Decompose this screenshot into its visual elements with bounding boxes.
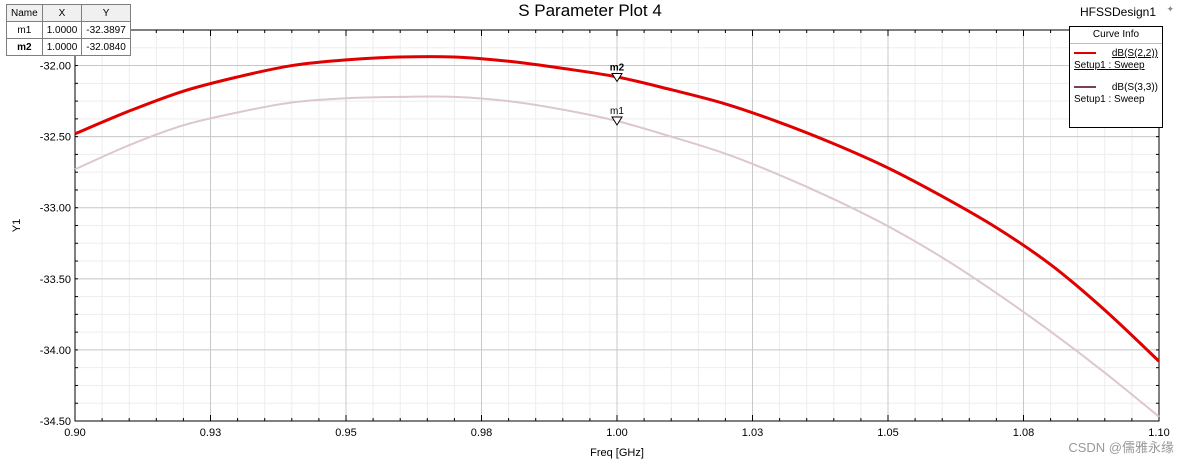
y-tick-label: -34.00 <box>40 345 71 357</box>
x-axis-label: Freq [GHz] <box>590 447 644 459</box>
legend-entry-setup: Setup1 : Sweep <box>1074 94 1145 105</box>
marker-table[interactable]: Name X Y m1 1.0000 -32.3897 m2 1.0000 -3… <box>6 4 131 56</box>
marker-x: 1.0000 <box>41 21 83 39</box>
marker-y: -32.0840 <box>81 38 131 56</box>
plot-frame <box>74 29 1160 422</box>
marker-m2[interactable] <box>611 72 623 83</box>
legend-swatch-s22 <box>1074 52 1096 54</box>
y-tick-label: -33.50 <box>40 274 71 286</box>
y-tick-label: -34.50 <box>40 416 71 428</box>
x-tick-label: 0.93 <box>200 427 221 439</box>
col-header-y: Y <box>81 4 131 22</box>
marker-y: -32.3897 <box>81 21 131 39</box>
x-tick-label: 1.10 <box>1148 427 1169 439</box>
marker-label-m2: m2 <box>610 62 625 73</box>
marker-m1[interactable] <box>611 116 623 126</box>
series-line-s33[interactable] <box>74 95 1160 418</box>
legend-entry-name: dB(S(3,3)) <box>1111 82 1158 93</box>
marker-x: 1.0000 <box>41 38 83 56</box>
x-tick-labels: 0.90 0.93 0.95 0.98 1.00 1.03 1.05 1.08 1.10 <box>64 427 1169 439</box>
x-tick-label: 0.98 <box>471 427 492 439</box>
markers[interactable]: m2 m1 <box>610 62 625 126</box>
y-tick-label: -32.50 <box>40 132 71 144</box>
design-name: HFSSDesign1 <box>1079 5 1156 19</box>
marker-label-m1: m1 <box>610 106 624 117</box>
legend-entry-s33[interactable]: dB(S(3,3)) Setup1 : Sweep <box>1070 78 1162 112</box>
marker-name: m1 <box>6 21 43 39</box>
y-axis-label: Y1 <box>11 219 23 232</box>
x-tick-label: 1.08 <box>1013 427 1034 439</box>
x-tick-label: 1.03 <box>742 427 763 439</box>
legend-swatch-s33 <box>1074 86 1096 88</box>
x-tick-label: 1.05 <box>877 427 898 439</box>
series-line-s22[interactable] <box>74 55 1161 363</box>
marker-name: m2 <box>6 38 43 56</box>
table-row[interactable]: m1 1.0000 -32.3897 <box>6 21 131 39</box>
curve-info-legend[interactable]: Curve Info dB(S(2,2)) Setup1 : Sweep dB(… <box>1069 26 1163 128</box>
legend-header: Curve Info <box>1070 27 1162 44</box>
watermark: CSDN @儒雅永缘 <box>1068 440 1174 455</box>
col-header-name: Name <box>6 4 43 22</box>
col-header-x: X <box>41 4 83 22</box>
x-tick-label: 0.95 <box>335 427 356 439</box>
grid-lines <box>74 29 1160 422</box>
y-tick-label: -32.00 <box>40 61 71 73</box>
legend-entry-name: dB(S(2,2)) <box>1111 48 1158 59</box>
chart-title: S Parameter Plot 4 <box>518 1 662 20</box>
series-lines[interactable] <box>74 55 1161 418</box>
pin-icon[interactable]: ✦ <box>1166 4 1174 14</box>
marker-table-header: Name X Y <box>6 4 131 22</box>
x-tick-label: 1.00 <box>606 427 627 439</box>
legend-entry-setup: Setup1 : Sweep <box>1074 60 1145 71</box>
table-row[interactable]: m2 1.0000 -32.0840 <box>6 38 131 56</box>
y-tick-label: -33.00 <box>40 203 71 215</box>
legend-entry-s22[interactable]: dB(S(2,2)) Setup1 : Sweep <box>1070 44 1162 78</box>
x-tick-label: 0.90 <box>64 427 85 439</box>
y-tick-labels: -32.00 -32.50 -33.00 -33.50 -34.00 -34.50 <box>40 61 71 428</box>
